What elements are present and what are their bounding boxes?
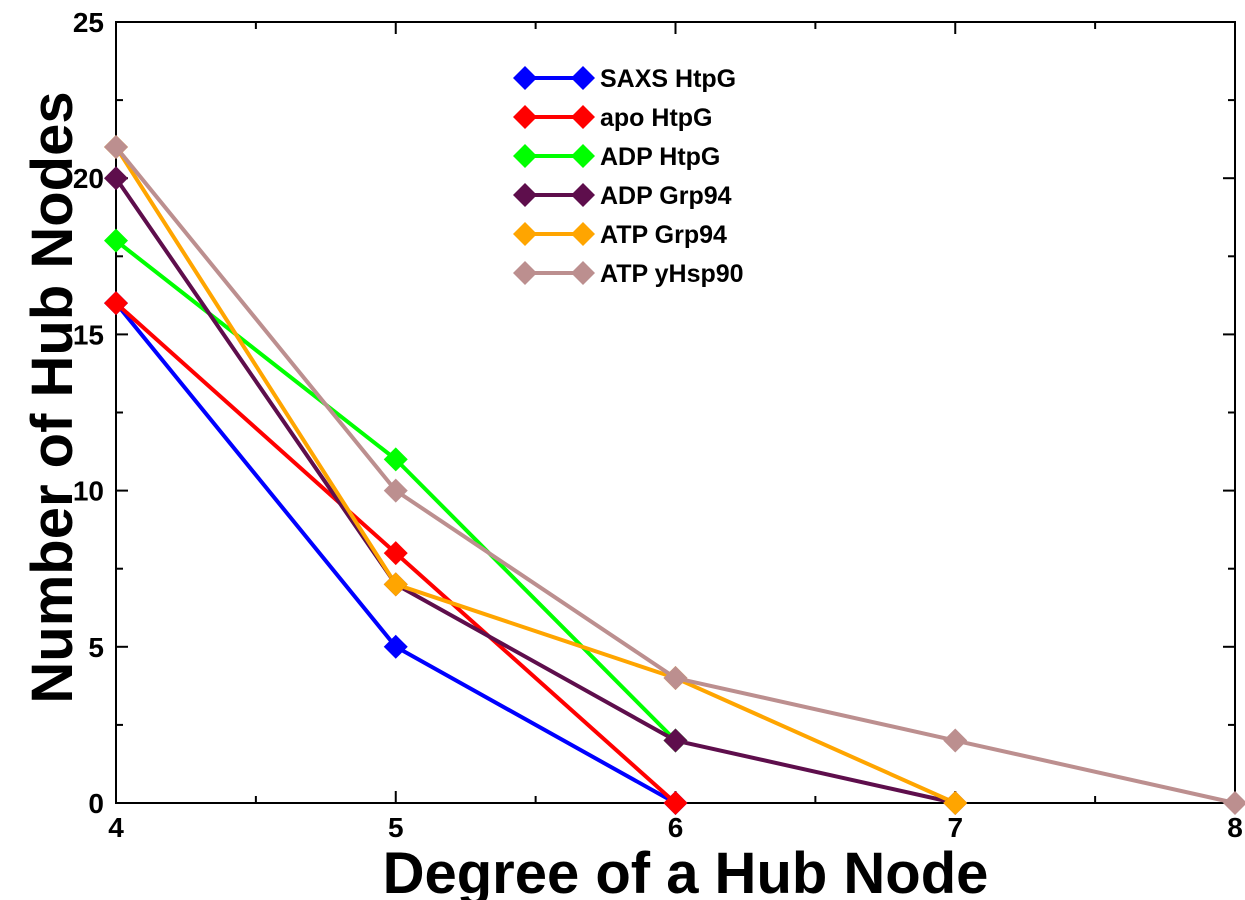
data-point <box>383 447 408 472</box>
data-point <box>663 666 688 691</box>
x-axis-title: Degree of a Hub Node <box>383 841 989 900</box>
y-tick-label: 5 <box>88 632 104 663</box>
x-tick-label: 8 <box>1227 812 1243 843</box>
data-point <box>104 291 128 316</box>
legend-label: ATP yHsp90 <box>600 260 744 288</box>
legend-label: apo HtpG <box>600 104 713 132</box>
y-tick-label: 15 <box>73 319 104 350</box>
series-line-4 <box>114 145 957 805</box>
data-point <box>1223 791 1245 815</box>
data-point <box>943 791 968 815</box>
legend-marker <box>513 105 537 129</box>
y-tick-label: 25 <box>73 7 104 38</box>
x-tick-label: 4 <box>108 812 124 843</box>
legend-marker <box>513 261 537 285</box>
legend-marker <box>571 222 595 246</box>
legend-label: SAXS HtpG <box>600 65 736 93</box>
y-tick-label: 10 <box>73 476 104 507</box>
series-line-3 <box>114 177 956 805</box>
legend-label: ADP Grp94 <box>600 182 732 210</box>
data-point <box>383 634 408 659</box>
legend-marker <box>513 66 537 90</box>
legend-marker <box>571 66 595 90</box>
data-point <box>383 478 408 503</box>
x-tick-label: 6 <box>668 812 684 843</box>
data-point <box>383 572 408 597</box>
y-axis-title: Number of Hub Nodes <box>20 91 85 703</box>
legend-marker <box>571 261 595 285</box>
legend-marker <box>513 222 537 246</box>
legend-marker <box>571 105 595 129</box>
data-point <box>104 166 128 191</box>
y-tick-label: 20 <box>73 163 104 194</box>
data-point <box>943 728 968 753</box>
x-tick-label: 7 <box>947 812 963 843</box>
data-point <box>104 228 128 253</box>
data-point <box>663 728 688 753</box>
y-tick-label: 0 <box>88 788 104 819</box>
legend-marker <box>513 183 537 207</box>
data-point <box>104 134 128 159</box>
data-point <box>383 541 408 566</box>
legend-marker <box>513 144 537 168</box>
legend-label: ADP HtpG <box>600 143 720 171</box>
x-tick-label: 5 <box>388 812 404 843</box>
legend-label: ATP Grp94 <box>600 221 727 249</box>
data-point <box>663 791 688 815</box>
legend-marker <box>571 144 595 168</box>
legend-marker <box>571 183 595 207</box>
